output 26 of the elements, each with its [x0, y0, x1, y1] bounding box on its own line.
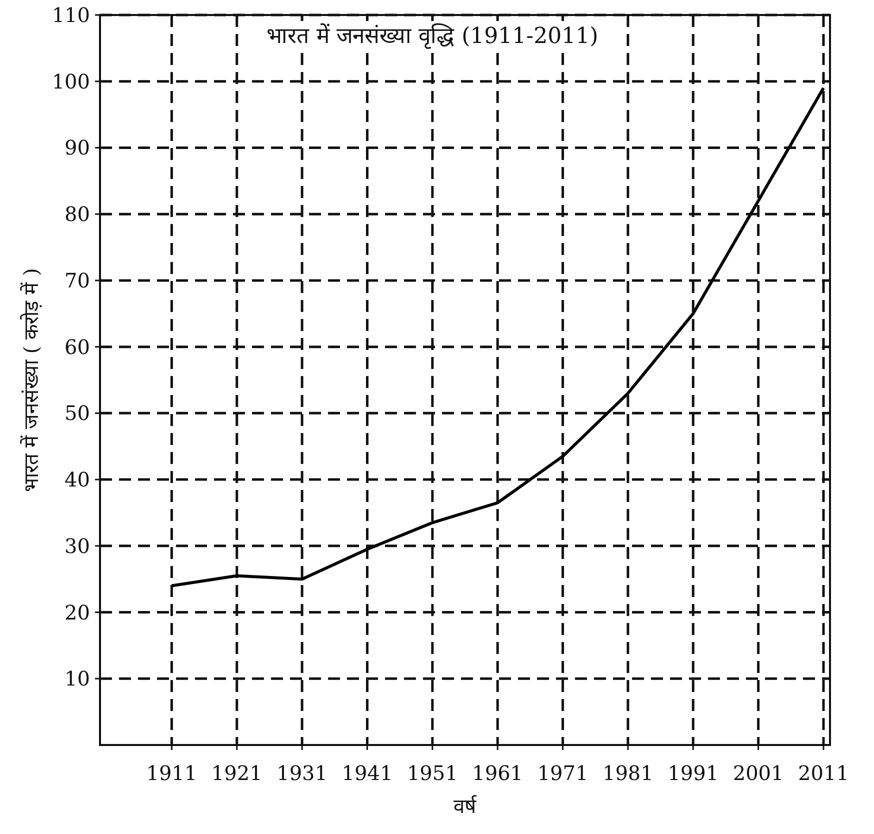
y-tick-label: 90	[64, 136, 90, 160]
y-tick-label: 10	[64, 666, 90, 691]
x-tick-label: 2011	[798, 761, 849, 785]
y-tick-label: 110	[52, 3, 90, 27]
line-series	[170, 86, 825, 588]
x-tick-label: 1991	[668, 761, 719, 785]
x-tick-label: 1911	[146, 761, 198, 785]
y-axis-title: भारत में जनसंख्या ( करोड़ में )	[19, 268, 43, 492]
x-tick-label: 1931	[276, 761, 328, 785]
x-tick-label: 1981	[602, 761, 654, 785]
chart-title: भारत में जनसंख्या वृद्धि (1911-2011)	[266, 23, 598, 49]
y-tick-label: 50	[64, 401, 90, 426]
y-tick-label: 60	[64, 334, 90, 359]
x-axis-title: वर्ष	[454, 794, 478, 818]
x-tick-label: 1971	[537, 761, 588, 785]
y-tick-label: 100	[52, 69, 90, 94]
x-tick-label: 1941	[342, 761, 393, 785]
y-tick-label: 80	[64, 202, 90, 226]
x-tick-label: 1951	[406, 761, 458, 785]
y-tick-label: 70	[64, 268, 90, 292]
y-tick-label: 40	[64, 468, 90, 492]
x-tick-label: 1921	[211, 761, 262, 785]
y-tick-label: 20	[64, 600, 90, 624]
x-tick-label: 1961	[472, 761, 524, 785]
y-tick-label: 30	[64, 534, 90, 558]
x-tick-label: 2001	[732, 761, 784, 785]
